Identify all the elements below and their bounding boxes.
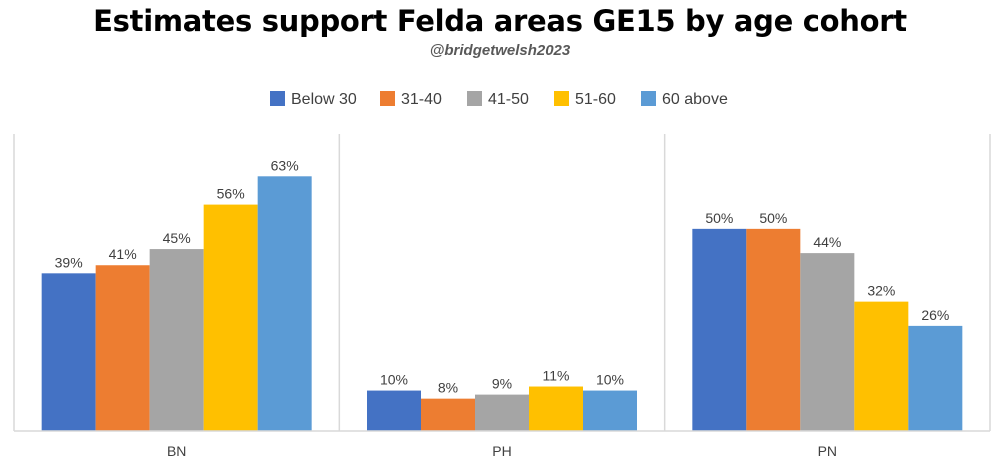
chart-subtitle: @bridgetwelsh2023 (429, 42, 571, 59)
bar (203, 204, 258, 431)
legend-swatch (270, 91, 285, 106)
bar (692, 228, 747, 431)
legend-swatch (467, 91, 482, 106)
category-label: PN (818, 443, 837, 459)
legend-swatch (380, 91, 395, 106)
bar (41, 273, 96, 431)
bars (41, 176, 963, 431)
data-label: 50% (759, 210, 787, 226)
bar (583, 390, 637, 431)
bar (257, 176, 312, 431)
legend-item: 41-50 (467, 91, 529, 108)
legend-label: 51-60 (575, 91, 616, 108)
bar (529, 386, 583, 431)
legend-item: 51-60 (554, 91, 616, 108)
bar (367, 390, 421, 431)
legend: Below 30 31-40 41-50 51-60 60 above (270, 91, 728, 108)
data-label: 8% (438, 380, 458, 396)
data-label: 10% (596, 372, 624, 388)
legend-item: 60 above (641, 91, 728, 108)
group-dividers (13, 134, 991, 431)
category-label: PH (492, 443, 511, 459)
bar (908, 325, 963, 431)
bar (475, 394, 529, 431)
legend-swatch (641, 91, 656, 106)
legend-label: 41-50 (488, 91, 529, 108)
category-labels: BN PH PN (167, 443, 837, 459)
data-label: 11% (543, 368, 570, 384)
bar (149, 249, 204, 431)
data-label: 10% (380, 372, 408, 388)
legend-swatch (554, 91, 569, 106)
legend-item: Below 30 (270, 91, 357, 108)
bar (95, 265, 150, 431)
data-label: 44% (813, 234, 841, 250)
data-label: 39% (55, 254, 83, 270)
legend-label: 31-40 (401, 91, 442, 108)
data-label: 41% (109, 246, 137, 262)
category-label: BN (167, 443, 186, 459)
bar (421, 398, 475, 431)
data-label: 9% (492, 376, 512, 392)
bar (746, 228, 801, 431)
legend-label: 60 above (662, 91, 728, 108)
bar (800, 253, 855, 431)
data-label: 32% (867, 283, 895, 299)
data-labels: 39% 41% 45% 56% 63% 10% 8% 9% 11% 10% 50% 50% 44% 32%… (55, 157, 950, 395)
data-label: 45% (163, 230, 191, 246)
data-label: 50% (705, 210, 733, 226)
data-label: 63% (271, 157, 299, 173)
bar (854, 301, 909, 431)
data-label: 26% (921, 307, 949, 323)
legend-label: Below 30 (291, 91, 357, 108)
chart-title: Estimates support Felda areas GE15 by ag… (93, 4, 907, 38)
data-label: 56% (217, 186, 245, 202)
legend-item: 31-40 (380, 91, 442, 108)
